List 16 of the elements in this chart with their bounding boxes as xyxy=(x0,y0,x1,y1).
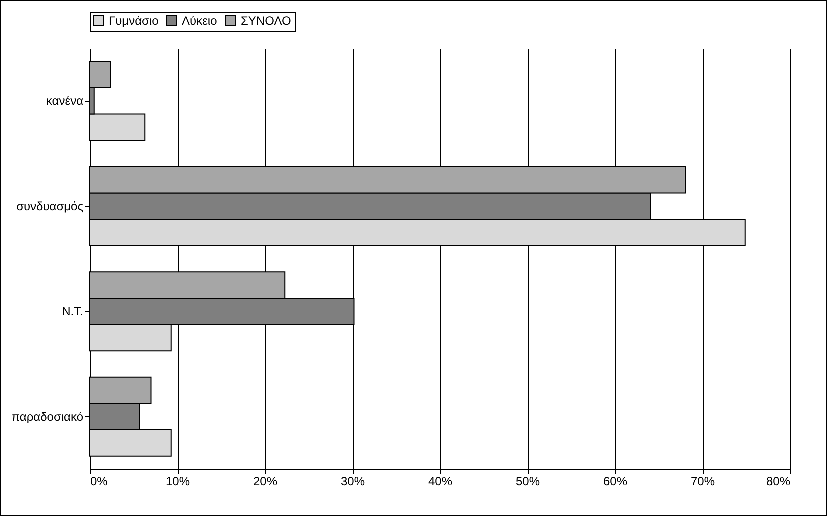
x-tick-label: 40% xyxy=(428,474,453,488)
x-tick-label: 30% xyxy=(340,474,366,488)
legend-label: ΣΥΝΟΛΟ xyxy=(241,14,292,28)
y-tick-label: παραδοσιακό xyxy=(12,410,84,424)
x-tick-label: 60% xyxy=(603,474,628,488)
x-tick-label: 70% xyxy=(690,474,716,488)
y-tick-label: Ν.Τ. xyxy=(62,304,84,319)
x-tick-label: 80% xyxy=(766,474,791,488)
x-tick-label: 10% xyxy=(166,474,190,488)
y-tick-label: συνδυασμός xyxy=(16,199,84,214)
legend-label: Λύκειο xyxy=(182,14,218,28)
x-tick-label: 50% xyxy=(516,474,540,488)
legend-label: Γυμνάσιο xyxy=(109,14,160,28)
x-tick-label: 20% xyxy=(253,474,278,488)
y-tick-label: κανένα xyxy=(46,94,84,108)
x-tick-label: 0% xyxy=(90,474,108,488)
